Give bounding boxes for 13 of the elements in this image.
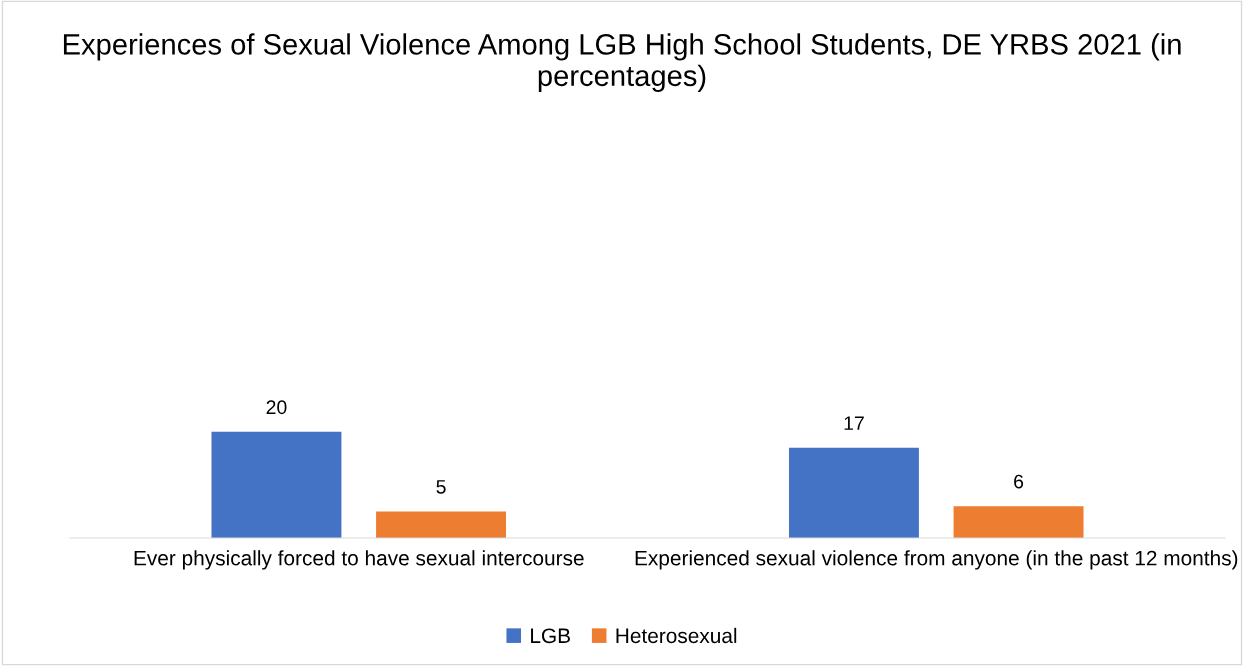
bar	[376, 511, 507, 538]
bar	[788, 447, 919, 538]
data-label: 20	[266, 400, 287, 415]
data-label: 5	[436, 480, 446, 494]
bar	[953, 506, 1084, 538]
data-label: 6	[1014, 474, 1024, 489]
chart-title: Experiences of Sexual Violence Among LGB High School Students, DE YRBS 2021 (in percentages)	[63, 33, 1181, 92]
legend-label: Heterosexual	[616, 627, 737, 644]
bar	[211, 431, 342, 538]
x-tick-label: Experienced sexual violence from anyone (in the past 12 months)	[635, 550, 1238, 570]
x-tick-label: Ever physically forced to have sexual intercourse	[134, 550, 584, 570]
data-label: 17	[844, 416, 864, 430]
legend-label: LGB	[531, 628, 570, 644]
